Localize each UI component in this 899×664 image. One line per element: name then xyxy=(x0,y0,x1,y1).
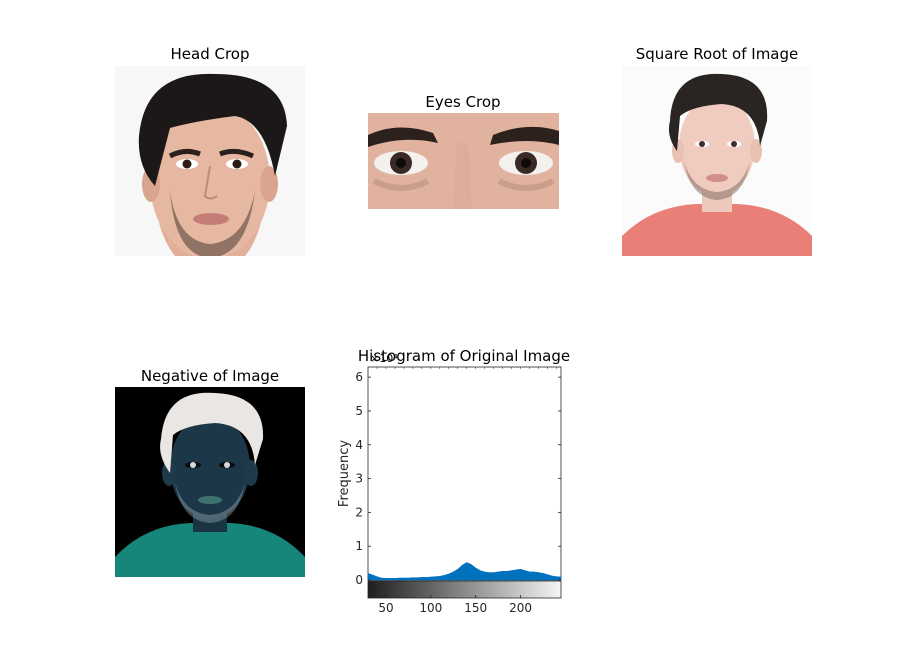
plot-area xyxy=(367,366,562,581)
chart-title: Histogram of Original Image xyxy=(357,347,571,365)
head-crop-image xyxy=(115,66,305,256)
y-tick-label: 5 xyxy=(355,404,363,418)
head-crop-title: Head Crop xyxy=(170,45,250,63)
face-illustration xyxy=(115,66,305,256)
y-tick-label: 1 xyxy=(355,539,363,553)
y-exponent-label: ×10⁴ xyxy=(370,352,398,365)
negative-title: Negative of Image xyxy=(140,367,280,385)
gray-colorbar xyxy=(367,580,562,599)
x-tick-label: 50 xyxy=(378,601,393,615)
y-tick-label: 2 xyxy=(355,505,363,519)
eyes-crop-image xyxy=(368,113,559,209)
y-tick-label: 0 xyxy=(355,573,363,587)
negative-face-illustration xyxy=(115,387,305,577)
x-tick-label: 150 xyxy=(464,601,487,615)
eyes-illustration xyxy=(368,113,559,209)
sqrt-image-title: Square Root of Image xyxy=(635,45,799,63)
x-tick-label: 200 xyxy=(509,601,532,615)
sqrt-image xyxy=(622,66,812,256)
y-tick-label: 4 xyxy=(355,438,363,452)
histogram-plot: 0 1 2 3 4 5 6 Frequency 50 100 150 200 xyxy=(337,366,562,615)
eyes-crop-title: Eyes Crop xyxy=(425,93,501,111)
histogram-series-0 xyxy=(367,562,562,581)
y-axis-label: Frequency xyxy=(337,440,352,507)
negative-image xyxy=(115,387,305,577)
y-tick-label: 3 xyxy=(355,472,363,486)
y-tick-label: 6 xyxy=(355,370,363,384)
sqrt-face-illustration xyxy=(622,66,812,256)
x-tick-label: 100 xyxy=(419,601,442,615)
